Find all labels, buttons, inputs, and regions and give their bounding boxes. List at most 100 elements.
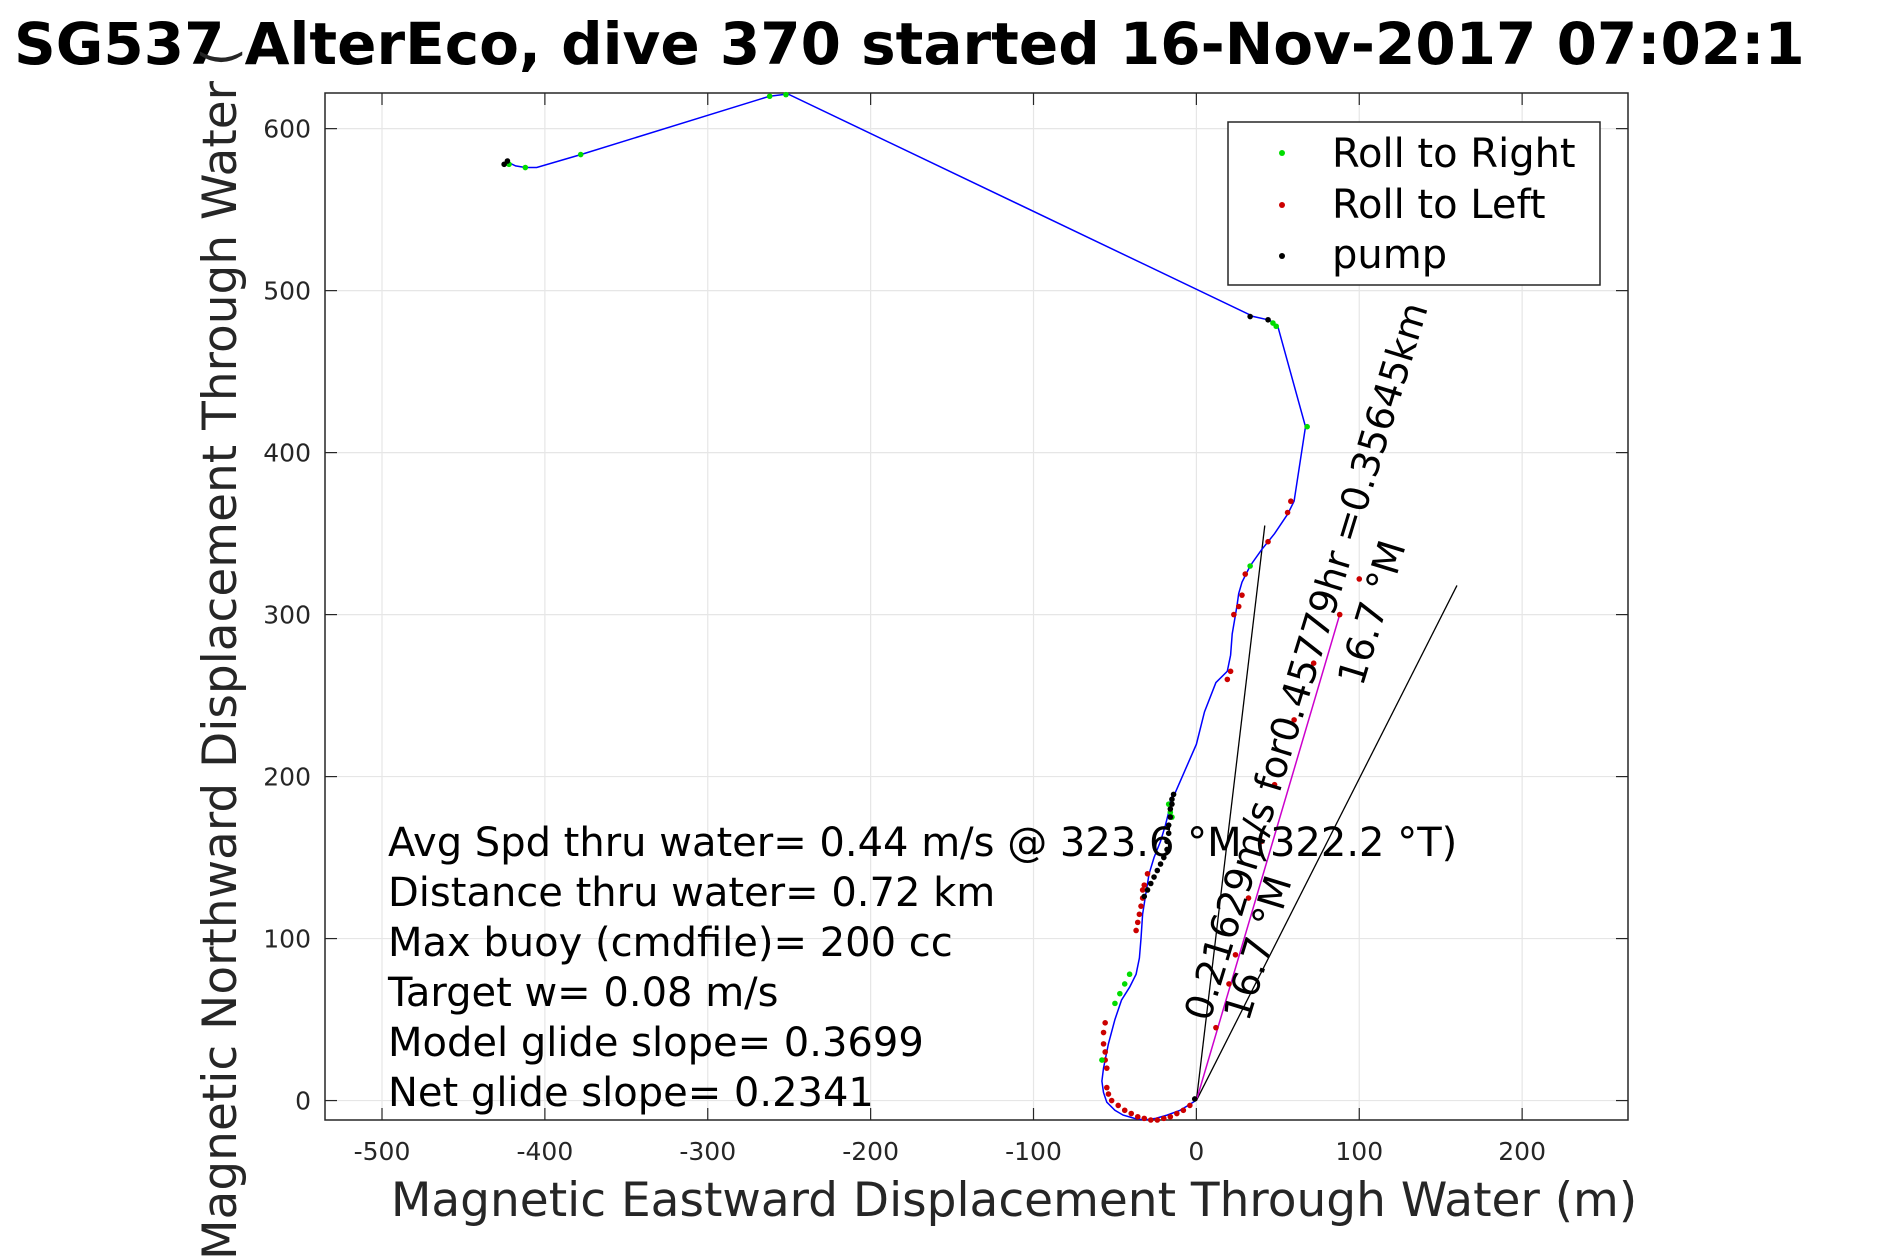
- pump-point: [1169, 796, 1175, 803]
- pump-point: [1154, 867, 1161, 874]
- roll-left-point: [1187, 1102, 1193, 1109]
- roll-left-point: [1284, 509, 1291, 516]
- pump-point: [1169, 801, 1175, 807]
- depth-average-line: [1195, 614, 1341, 1101]
- pump-point: [1167, 806, 1174, 812]
- legend-marker-roll-left: [1279, 202, 1285, 208]
- stats-annotation: Max buoy (cmdfile)= 200 cc: [388, 920, 953, 966]
- roll-left-point: [1161, 1115, 1167, 1122]
- pump-point: [1161, 854, 1167, 861]
- pump-point: [1157, 861, 1164, 867]
- data-layer: [501, 91, 1458, 1123]
- roll-left-point: [1174, 1110, 1180, 1117]
- roll-right-point: [1112, 1000, 1118, 1007]
- y-tick-label: 100: [263, 925, 311, 954]
- roll-right-point: [1304, 423, 1310, 430]
- vector-line: [1195, 585, 1458, 1101]
- roll-left-point: [1291, 717, 1297, 723]
- roll-left-point: [1226, 981, 1232, 987]
- roll-left-point: [1133, 927, 1139, 934]
- legend: Roll to Right Roll to Left pump: [1227, 121, 1601, 286]
- stats-annotation: Net glide slope= 0.2341: [388, 1070, 874, 1116]
- pump-point: [1165, 822, 1172, 828]
- x-tick-label: 0: [1188, 1137, 1204, 1166]
- x-tick-label: -100: [1005, 1137, 1062, 1166]
- legend-label-roll-left: Roll to Left: [1332, 182, 1546, 228]
- y-tick-label: 600: [263, 115, 311, 144]
- roll-left-point: [1100, 1041, 1107, 1047]
- roll-left-point: [1242, 571, 1249, 577]
- roll-left-point: [1105, 1091, 1112, 1097]
- y-tick-label: 500: [263, 277, 311, 306]
- x-tick-label: -200: [842, 1137, 899, 1166]
- pump-point: [1191, 1096, 1198, 1102]
- roll-left-point: [1102, 1020, 1108, 1026]
- roll-left-point: [1115, 1102, 1122, 1109]
- roll-right-point: [766, 93, 773, 100]
- roll-right-point: [1126, 971, 1133, 978]
- x-tick-label: -400: [517, 1137, 574, 1166]
- roll-left-point: [1102, 1049, 1108, 1055]
- x-tick-label: 200: [1498, 1137, 1546, 1166]
- plot-area-frame: [324, 92, 1629, 1121]
- roll-left-point: [1128, 1110, 1135, 1117]
- pump-point: [504, 158, 511, 164]
- roll-left-point: [1134, 1113, 1141, 1120]
- legend-marker-pump: [1279, 253, 1285, 259]
- roll-left-point: [1213, 1024, 1219, 1031]
- stats-annotation: Model glide slope= 0.3699: [388, 1020, 924, 1066]
- pump-point: [1164, 838, 1170, 845]
- roll-left-point: [1136, 911, 1143, 918]
- roll-left-point: [1138, 903, 1144, 909]
- y-axis-label: Magnetic Northward Displacement Through …: [193, 48, 248, 1260]
- roll-left-point: [1245, 895, 1252, 901]
- roll-left-point: [1147, 1117, 1154, 1123]
- pump-point: [1247, 313, 1253, 320]
- legend-box: [1227, 121, 1601, 286]
- roll-left-point: [1232, 951, 1239, 958]
- stats-annotation: Avg Spd thru water= 0.44 m/s @ 323.6 °M …: [388, 820, 1457, 866]
- roll-left-point: [1180, 1107, 1187, 1114]
- roll-left-point: [1154, 1117, 1161, 1123]
- roll-right-point: [1247, 563, 1253, 569]
- y-tick-label: 200: [263, 763, 311, 792]
- roll-left-point: [1141, 1115, 1148, 1122]
- roll-left-point: [1336, 611, 1343, 618]
- pump-point: [1147, 880, 1154, 887]
- y-tick-label: 400: [263, 439, 311, 468]
- roll-left-point: [1121, 1107, 1128, 1114]
- y-tick-label: 300: [263, 601, 311, 630]
- roll-left-point: [1271, 781, 1278, 788]
- roll-left-point: [1258, 838, 1265, 845]
- roll-right-point: [577, 151, 584, 158]
- axis-ticks: -500 -400 -300 -200 -100 0 100 200 0 100 200 300 400…: [263, 93, 1628, 1166]
- legend-label-pump: pump: [1332, 232, 1447, 278]
- roll-left-point: [1227, 668, 1234, 675]
- roll-left-point: [1231, 611, 1237, 618]
- pump-point: [1144, 887, 1151, 893]
- legend-marker-roll-right: [1279, 150, 1285, 156]
- roll-left-point: [1224, 676, 1231, 683]
- pump-point: [1167, 814, 1174, 820]
- roll-left-point: [1288, 498, 1294, 505]
- x-axis-label: Magnetic Eastward Displacement Through W…: [391, 1173, 1637, 1228]
- x-tick-label: 100: [1335, 1137, 1383, 1166]
- roll-left-point: [1265, 538, 1271, 545]
- roll-left-point: [1100, 1029, 1107, 1036]
- roll-left-point: [1144, 870, 1151, 877]
- roll-left-point: [1235, 603, 1242, 610]
- pump-point: [1170, 791, 1177, 798]
- grid: [325, 93, 1628, 1120]
- roll-left-point: [1356, 576, 1363, 582]
- roll-left-point: [1141, 882, 1148, 888]
- roll-left-point: [1239, 592, 1245, 598]
- x-tick-label: -500: [354, 1137, 411, 1166]
- legend-label-roll-right: Roll to Right: [1332, 131, 1576, 177]
- roll-right-point: [1117, 990, 1123, 997]
- roll-left-point: [1167, 1113, 1174, 1120]
- stats-annotation: Distance thru water= 0.72 km: [388, 870, 995, 916]
- roll-right-point: [783, 91, 789, 98]
- pump-point: [1265, 316, 1271, 323]
